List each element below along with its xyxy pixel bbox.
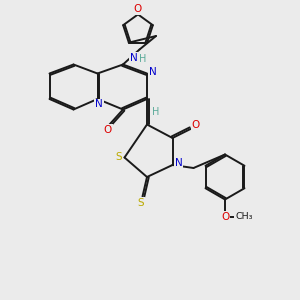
Text: S: S (115, 152, 122, 163)
Text: H: H (139, 53, 146, 64)
Text: N: N (95, 99, 103, 110)
Text: O: O (192, 120, 200, 130)
Text: H: H (152, 106, 159, 117)
Text: S: S (138, 197, 144, 208)
Text: O: O (104, 125, 112, 135)
Text: N: N (175, 158, 182, 169)
Text: N: N (130, 53, 137, 63)
Text: O: O (221, 212, 229, 222)
Text: O: O (134, 4, 142, 14)
Text: N: N (148, 67, 156, 77)
Text: CH₃: CH₃ (235, 212, 253, 221)
